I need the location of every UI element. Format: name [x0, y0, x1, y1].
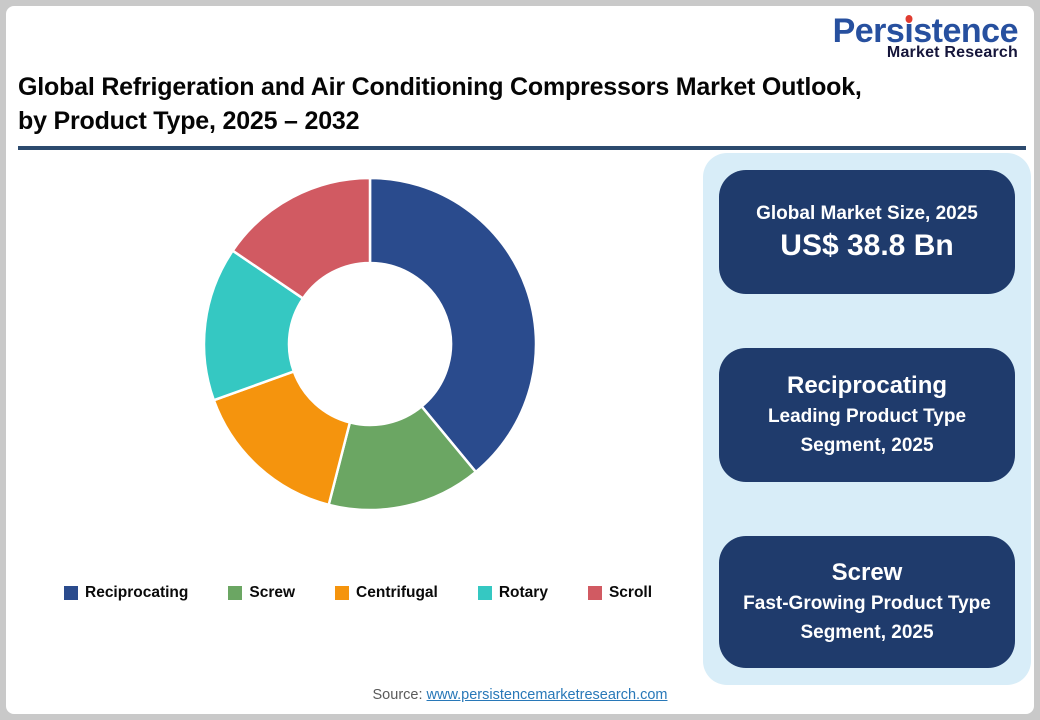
legend-label: Reciprocating	[85, 584, 189, 601]
brand-name: Persistence	[832, 12, 1019, 50]
source-link[interactable]: www.persistencemarketresearch.com	[426, 687, 668, 703]
legend-swatch-icon	[228, 586, 243, 600]
stat-card-title: Screw	[831, 558, 903, 586]
legend-label: Centrifugal	[356, 584, 438, 601]
stat-card-subtitle: Leading Product Type Segment, 2025	[767, 406, 967, 456]
page-title-line1: Global Refrigeration and Air Conditionin…	[18, 73, 862, 101]
stat-card-market-size: Global Market Size, 2025 US$ 38.8 Bn	[719, 170, 1015, 294]
stat-card-title: Reciprocating	[786, 371, 948, 399]
source-line: Source: www.persistencemarketresearch.co…	[6, 687, 1034, 703]
logo-red-dot-icon: i	[904, 12, 914, 50]
legend-swatch-icon	[64, 586, 78, 600]
brand-logo: Persistence Market Research	[832, 12, 1019, 61]
stat-card-value: US$ 38.8 Bn	[780, 229, 954, 263]
page-title: Global Refrigeration and Air Conditionin…	[18, 70, 1018, 138]
legend-item-centrifugal: Centrifugal	[335, 584, 438, 602]
stat-card-subtitle: Fast-Growing Product Type Segment, 2025	[743, 593, 991, 643]
donut-segment-centrifugal	[212, 369, 352, 507]
legend-label: Scroll	[608, 584, 653, 601]
chart-legend: Reciprocating Screw Centrifugal Rotary Scrol…	[64, 584, 652, 602]
report-canvas: Persistence Market Research Global Refri…	[6, 6, 1034, 714]
legend-swatch-icon	[477, 586, 492, 600]
donut-segment-scroll	[230, 176, 372, 301]
source-label: Source:	[372, 687, 423, 703]
legend-item-scroll: Scroll	[587, 584, 653, 602]
highlights-panel: Global Market Size, 2025 US$ 38.8 Bn Rec…	[703, 153, 1031, 685]
legend-swatch-icon	[335, 586, 350, 600]
donut-chart	[202, 176, 538, 512]
legend-label: Screw	[249, 584, 296, 601]
legend-item-reciprocating: Reciprocating	[64, 584, 188, 602]
stat-card-title: Global Market Size, 2025	[756, 202, 978, 224]
stat-card-leading-segment: Reciprocating Leading Product Type Segme…	[719, 348, 1015, 482]
legend-swatch-icon	[587, 586, 602, 600]
title-divider	[18, 146, 1026, 150]
brand-tagline: Market Research	[886, 44, 1018, 61]
stat-card-fast-growing-segment: Screw Fast-Growing Product Type Segment,…	[719, 536, 1015, 668]
legend-label: Rotary	[498, 584, 548, 601]
page-title-line2: by Product Type, 2025 – 2032	[18, 107, 360, 135]
legend-item-screw: Screw	[228, 584, 295, 602]
legend-item-rotary: Rotary	[477, 584, 548, 602]
donut-segment-reciprocating	[368, 176, 538, 474]
